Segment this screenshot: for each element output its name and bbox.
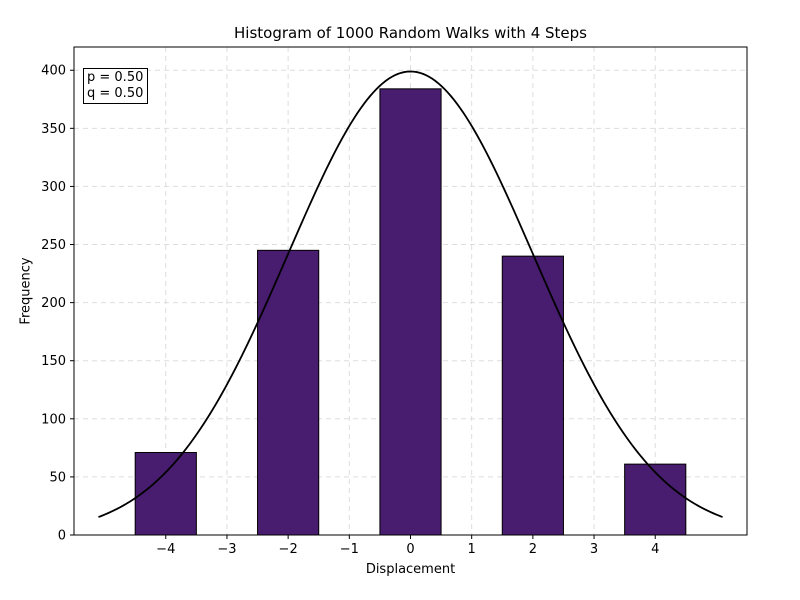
x-tick-label: 1 bbox=[468, 542, 476, 557]
parameters-annotation: p = 0.50 q = 0.50 bbox=[83, 68, 149, 104]
normal-curve bbox=[98, 70, 723, 518]
bar bbox=[134, 452, 197, 536]
x-tick-label: 0 bbox=[406, 542, 414, 557]
y-tick-label: 200 bbox=[41, 296, 66, 311]
y-tick-label: 250 bbox=[41, 238, 66, 253]
y-tick-label: 400 bbox=[41, 64, 66, 79]
x-tick-label: −2 bbox=[279, 542, 298, 557]
x-tick-label: −1 bbox=[340, 542, 359, 557]
bar bbox=[257, 249, 320, 536]
x-tick-label: 2 bbox=[529, 542, 537, 557]
bar bbox=[501, 255, 564, 536]
y-axis-ticks: 0 50 100 150 200 250 300 350 400 bbox=[41, 64, 74, 544]
y-tick-label: 350 bbox=[41, 122, 66, 137]
x-axis-ticks: −4 −3 −2 −1 0 1 2 3 4 bbox=[156, 535, 659, 557]
chart-title: Histogram of 1000 Random Walks with 4 St… bbox=[234, 24, 587, 42]
bar bbox=[624, 463, 687, 536]
bar bbox=[379, 88, 442, 536]
x-tick-label: 3 bbox=[590, 542, 598, 557]
y-tick-label: 150 bbox=[41, 354, 66, 369]
y-tick-label: 50 bbox=[49, 470, 66, 485]
y-axis-label: Frequency bbox=[18, 257, 34, 325]
annotation-p: p = 0.50 bbox=[87, 70, 144, 85]
x-tick-label: 4 bbox=[651, 542, 659, 557]
bars bbox=[134, 88, 687, 536]
annotation-q: q = 0.50 bbox=[87, 86, 144, 101]
y-tick-label: 100 bbox=[41, 412, 66, 427]
y-tick-label: 300 bbox=[41, 180, 66, 195]
x-tick-label: −3 bbox=[217, 542, 236, 557]
x-tick-label: −4 bbox=[156, 542, 175, 557]
y-tick-label: 0 bbox=[58, 529, 66, 544]
x-axis-label: Displacement bbox=[365, 562, 456, 577]
